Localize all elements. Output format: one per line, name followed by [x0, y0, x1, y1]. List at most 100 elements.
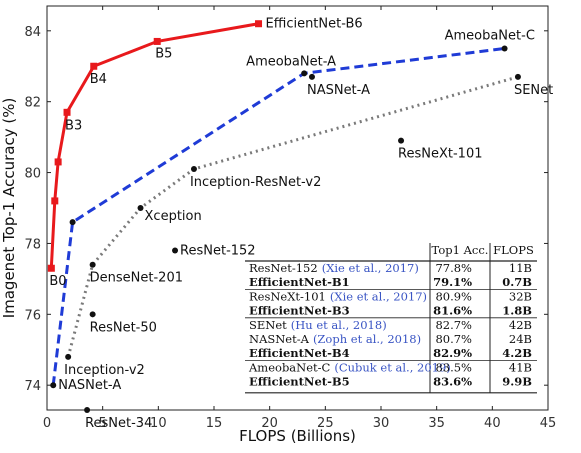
- table-model-name: EfficientNet-B1: [249, 275, 350, 289]
- data-point-label: B3: [65, 118, 82, 133]
- data-point-label: DenseNet-201: [90, 271, 183, 286]
- axes-layer: 0 5 10 15 20 25 30 35 40 45 74 76 78 80 82 84: [24, 5, 557, 431]
- data-point-square: [47, 264, 55, 272]
- table-cell-model: EfficientNet-B3: [249, 304, 350, 318]
- data-point-label: B5: [155, 46, 172, 61]
- table-cell-accuracy: 82.7%: [435, 318, 472, 332]
- table-model-citation: (Xie et al., 2017): [330, 289, 427, 303]
- table-model-name: EfficientNet-B3: [249, 304, 350, 318]
- table-cell-accuracy: 77.8%: [435, 261, 472, 275]
- x-tick-label: 40: [484, 416, 501, 431]
- table-cell-accuracy: 83.6%: [433, 375, 472, 389]
- x-tick-label: 15: [206, 416, 223, 431]
- table-cell-flops: 0.7B: [502, 275, 532, 289]
- x-tick-label: 45: [540, 416, 557, 431]
- data-point-label: B4: [90, 72, 107, 87]
- x-tick-label: 25: [317, 416, 334, 431]
- table-cell-flops: 9.9B: [502, 375, 532, 389]
- table-cell-flops: 24B: [509, 332, 532, 346]
- data-point-circle: [137, 205, 144, 211]
- x-tick-label: 10: [150, 416, 167, 431]
- data-point-label: Inception-v2: [64, 363, 145, 378]
- table-model-name: SENet: [249, 318, 287, 332]
- table-model-name: ResNet-152: [249, 261, 318, 275]
- table-cell-model: ResNet-152 (Xie et al., 2017): [249, 261, 419, 275]
- x-axis-title: FLOPS (Billions): [239, 427, 356, 445]
- data-point-label: NASNet-A: [307, 83, 370, 98]
- data-point-square: [255, 20, 263, 28]
- data-point-label: Inception-ResNet-v2: [190, 175, 321, 190]
- x-tick-label: 0: [43, 416, 51, 431]
- table-header-acc: Top1 Acc.: [432, 243, 489, 257]
- data-point-label: ResNet-34: [85, 416, 152, 431]
- y-tick-label: 78: [24, 237, 41, 252]
- data-point-circle: [501, 45, 508, 52]
- comparison-table: Top1 Acc. FLOPS ResNet-152 (Xie et al., 201…: [245, 243, 537, 394]
- data-point-label: ResNeXt-101: [398, 147, 482, 162]
- table-cell-accuracy: 80.7%: [435, 332, 472, 346]
- table-cell-accuracy: 82.9%: [433, 346, 472, 360]
- data-point-circle: [84, 407, 91, 413]
- data-point-circle: [65, 353, 72, 360]
- y-tick-label: 74: [24, 379, 41, 394]
- data-point-square: [63, 108, 71, 116]
- data-point-circle: [514, 73, 521, 80]
- y-tick-label: 76: [24, 308, 41, 323]
- data-point-circle: [89, 311, 96, 318]
- table-cell-accuracy: 79.1%: [433, 275, 472, 289]
- data-point-circle: [398, 137, 405, 144]
- table-cell-model: NASNet-A (Zoph et al., 2018): [249, 332, 421, 346]
- table-model-name: NASNet-A: [249, 332, 310, 346]
- data-point-circle: [301, 70, 308, 77]
- data-point-label: AmeobaNet-C: [445, 29, 535, 44]
- data-point-label: NASNet-A: [58, 378, 121, 393]
- table-cell-accuracy: 80.9%: [435, 289, 472, 303]
- table-cell-flops: 4.2B: [502, 346, 532, 360]
- plot-frame: [46, 5, 549, 411]
- data-point-label: EfficientNet-B6: [266, 17, 363, 32]
- table-cell-model: EfficientNet-B5: [249, 375, 350, 389]
- table-cell-flops: 11B: [509, 261, 532, 275]
- data-point-square: [90, 62, 98, 70]
- data-point-square: [51, 197, 59, 205]
- data-point-circle: [308, 73, 315, 80]
- data-point-square: [54, 158, 62, 166]
- y-axis-title: Imagenet Top-1 Accuracy (%): [0, 98, 18, 319]
- x-tick-label: 20: [261, 416, 278, 431]
- table-cell-accuracy: 83.5%: [435, 360, 472, 374]
- table-model-name: ResNeXt-101: [249, 289, 326, 303]
- table-cell-model: AmeobaNet-C (Cubuk et al., 2019): [248, 360, 451, 374]
- table-cell-accuracy: 81.6%: [433, 304, 472, 318]
- series-layer: [47, 20, 521, 413]
- table-model-citation: (Zoph et al., 2018): [313, 332, 421, 346]
- table-model-citation: (Hu et al., 2018): [291, 318, 387, 332]
- table-header-flops: FLOPS: [493, 243, 534, 257]
- table-cell-model: EfficientNet-B4: [249, 346, 350, 360]
- table-cell-flops: 32B: [509, 289, 532, 303]
- data-point-circle: [69, 219, 76, 226]
- data-point-circle: [89, 261, 96, 268]
- series-line-nas: [51, 47, 505, 386]
- table-cell-model: SENet (Hu et al., 2018): [249, 318, 387, 332]
- data-point-circle: [190, 166, 197, 173]
- data-point-label: Xception: [145, 209, 202, 224]
- data-point-label: B0: [49, 274, 66, 289]
- data-point-circle: [50, 382, 57, 389]
- table-model-name: AmeobaNet-C: [248, 360, 331, 374]
- table-model-name: EfficientNet-B5: [249, 375, 350, 389]
- point-labels-layer: B0 B3 B4 B5 EfficientNet-B6 NASNet-A AmeobaNet…: [49, 17, 553, 431]
- x-tick-label: 5: [99, 416, 107, 431]
- table-model-name: EfficientNet-B4: [249, 346, 350, 360]
- table-model-citation: (Cubuk et al., 2019): [334, 360, 450, 374]
- table-model-citation: (Xie et al., 2017): [322, 261, 419, 275]
- y-tick-label: 80: [24, 167, 41, 182]
- data-point-circle: [172, 247, 179, 254]
- x-tick-label: 35: [428, 416, 445, 431]
- y-tick-label: 82: [24, 96, 41, 111]
- x-tick-label: 30: [373, 416, 390, 431]
- table-cell-flops: 1.8B: [502, 304, 532, 318]
- y-tick-label: 84: [24, 25, 41, 40]
- data-point-label: SENet: [514, 83, 553, 98]
- table-cell-model: EfficientNet-B1: [249, 275, 350, 289]
